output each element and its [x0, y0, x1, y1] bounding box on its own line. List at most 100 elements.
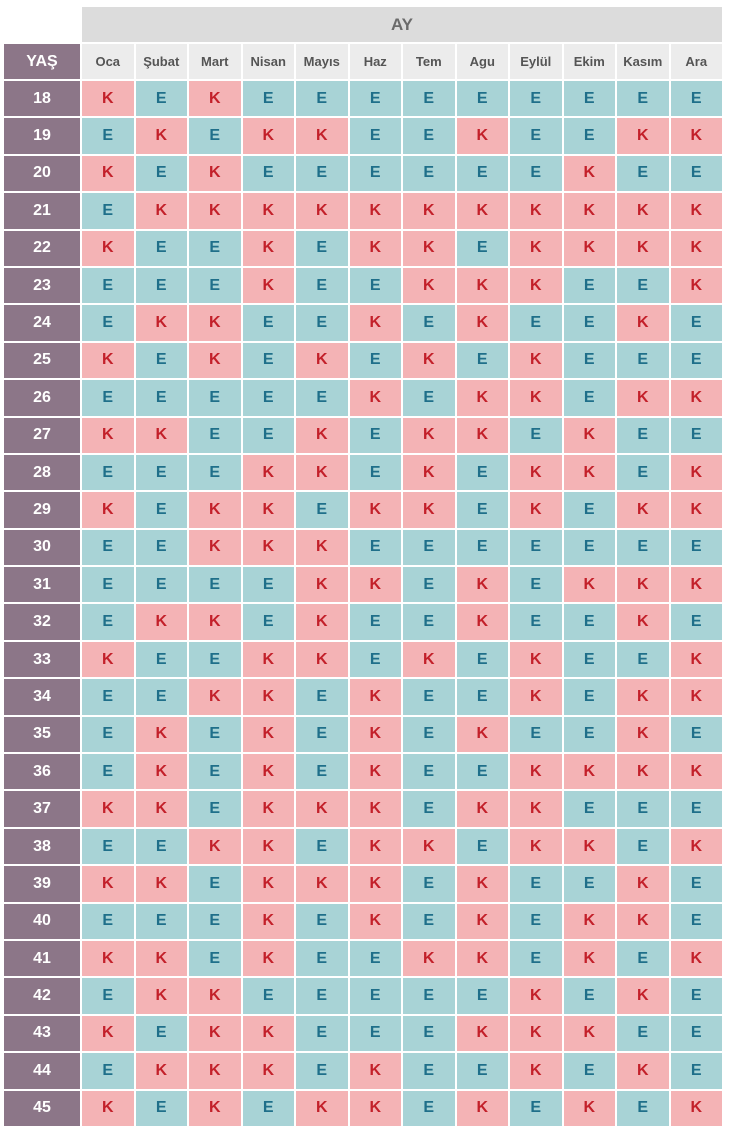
cell-girl: K — [456, 604, 508, 640]
cell-girl: K — [403, 342, 455, 379]
cell-girl: K — [456, 903, 508, 939]
cell-boy: E — [456, 754, 508, 790]
cell-boy: E — [563, 978, 615, 1014]
cell-girl: K — [242, 118, 294, 154]
cell-boy: E — [403, 791, 455, 827]
cell-girl: K — [617, 1053, 669, 1089]
cell-boy: E — [349, 529, 401, 566]
cell-boy: E — [510, 529, 562, 566]
cell-girl: K — [296, 454, 348, 491]
cell-boy: E — [82, 305, 134, 341]
cell-girl: K — [510, 1053, 562, 1089]
cell-girl: K — [617, 492, 669, 528]
cell-girl: K — [670, 193, 722, 229]
cell-boy: E — [349, 118, 401, 154]
cell-boy: E — [510, 155, 562, 192]
cell-boy: E — [189, 716, 241, 753]
cell-boy: E — [670, 342, 722, 379]
cell-boy: E — [456, 828, 508, 865]
cell-boy: E — [403, 1015, 455, 1052]
cell-boy: E — [456, 679, 508, 715]
cell-girl: K — [510, 978, 562, 1014]
cell-girl: K — [456, 417, 508, 453]
cell-girl: K — [296, 567, 348, 603]
cell-girl: K — [135, 716, 187, 753]
cell-girl: K — [189, 492, 241, 528]
cell-girl: K — [82, 81, 134, 117]
cell-girl: K — [349, 903, 401, 939]
cell-girl: K — [189, 81, 241, 117]
cell-girl: K — [563, 1015, 615, 1052]
cell-boy: E — [82, 679, 134, 715]
month-header: Mart — [189, 44, 241, 79]
cell-boy: E — [617, 1015, 669, 1052]
cell-boy: E — [242, 81, 294, 117]
cell-boy: E — [296, 492, 348, 528]
cell-boy: E — [403, 866, 455, 902]
table-row: 37 K K E K K K E K K E E E — [4, 791, 722, 827]
cell-girl: K — [456, 866, 508, 902]
cell-boy: E — [82, 380, 134, 416]
cell-girl: K — [82, 1090, 134, 1126]
cell-boy: E — [670, 791, 722, 827]
table-row: 44 E K K K E K E E K E K E — [4, 1053, 722, 1089]
cell-boy: E — [296, 230, 348, 266]
cell-girl: K — [82, 1015, 134, 1052]
age-column-header: YAŞ — [4, 44, 80, 79]
cell-girl: K — [456, 1015, 508, 1052]
cell-girl: K — [670, 828, 722, 865]
cell-boy: E — [135, 81, 187, 117]
cell-boy: E — [296, 828, 348, 865]
cell-boy: E — [82, 604, 134, 640]
age-cell: 33 — [4, 641, 80, 678]
cell-girl: K — [189, 155, 241, 192]
cell-boy: E — [349, 978, 401, 1014]
cell-boy: E — [296, 155, 348, 192]
cell-boy: E — [563, 716, 615, 753]
cell-girl: K — [189, 978, 241, 1014]
cell-boy: E — [563, 866, 615, 902]
cell-boy: E — [349, 81, 401, 117]
cell-girl: K — [670, 492, 722, 528]
cell-girl: K — [456, 305, 508, 341]
cell-boy: E — [296, 754, 348, 790]
cell-boy: E — [296, 716, 348, 753]
cell-girl: K — [510, 828, 562, 865]
cell-girl: K — [617, 754, 669, 790]
cell-girl: K — [510, 193, 562, 229]
table-row: 41 K K E K E E K K E K E K — [4, 940, 722, 977]
cell-boy: E — [617, 81, 669, 117]
cell-boy: E — [670, 417, 722, 453]
table-row: 31 E E E E K K E K E K K K — [4, 567, 722, 603]
cell-girl: K — [617, 604, 669, 640]
cell-girl: K — [456, 567, 508, 603]
cell-girl: K — [242, 1053, 294, 1089]
cell-girl: K — [296, 641, 348, 678]
cell-boy: E — [510, 866, 562, 902]
cell-boy: E — [189, 866, 241, 902]
cell-boy: E — [456, 978, 508, 1014]
cell-girl: K — [135, 604, 187, 640]
cell-boy: E — [135, 641, 187, 678]
cell-boy: E — [296, 903, 348, 939]
month-header: Mayıs — [296, 44, 348, 79]
cell-boy: E — [349, 417, 401, 453]
cell-boy: E — [403, 1053, 455, 1089]
age-cell: 25 — [4, 342, 80, 379]
cell-girl: K — [403, 641, 455, 678]
table-row: 43 K E K K E E E K K K E E — [4, 1015, 722, 1052]
age-cell: 42 — [4, 978, 80, 1014]
cell-girl: K — [82, 940, 134, 977]
cell-boy: E — [82, 978, 134, 1014]
age-cell: 27 — [4, 417, 80, 453]
table-row: 28 E E E K K E K E K K E K — [4, 454, 722, 491]
cell-girl: K — [296, 866, 348, 902]
cell-girl: K — [563, 417, 615, 453]
cell-boy: E — [135, 1015, 187, 1052]
cell-girl: K — [617, 866, 669, 902]
age-cell: 32 — [4, 604, 80, 640]
cell-girl: K — [563, 230, 615, 266]
table-row: 20 K E K E E E E E E K E E — [4, 155, 722, 192]
cell-girl: K — [296, 193, 348, 229]
cell-girl: K — [510, 342, 562, 379]
